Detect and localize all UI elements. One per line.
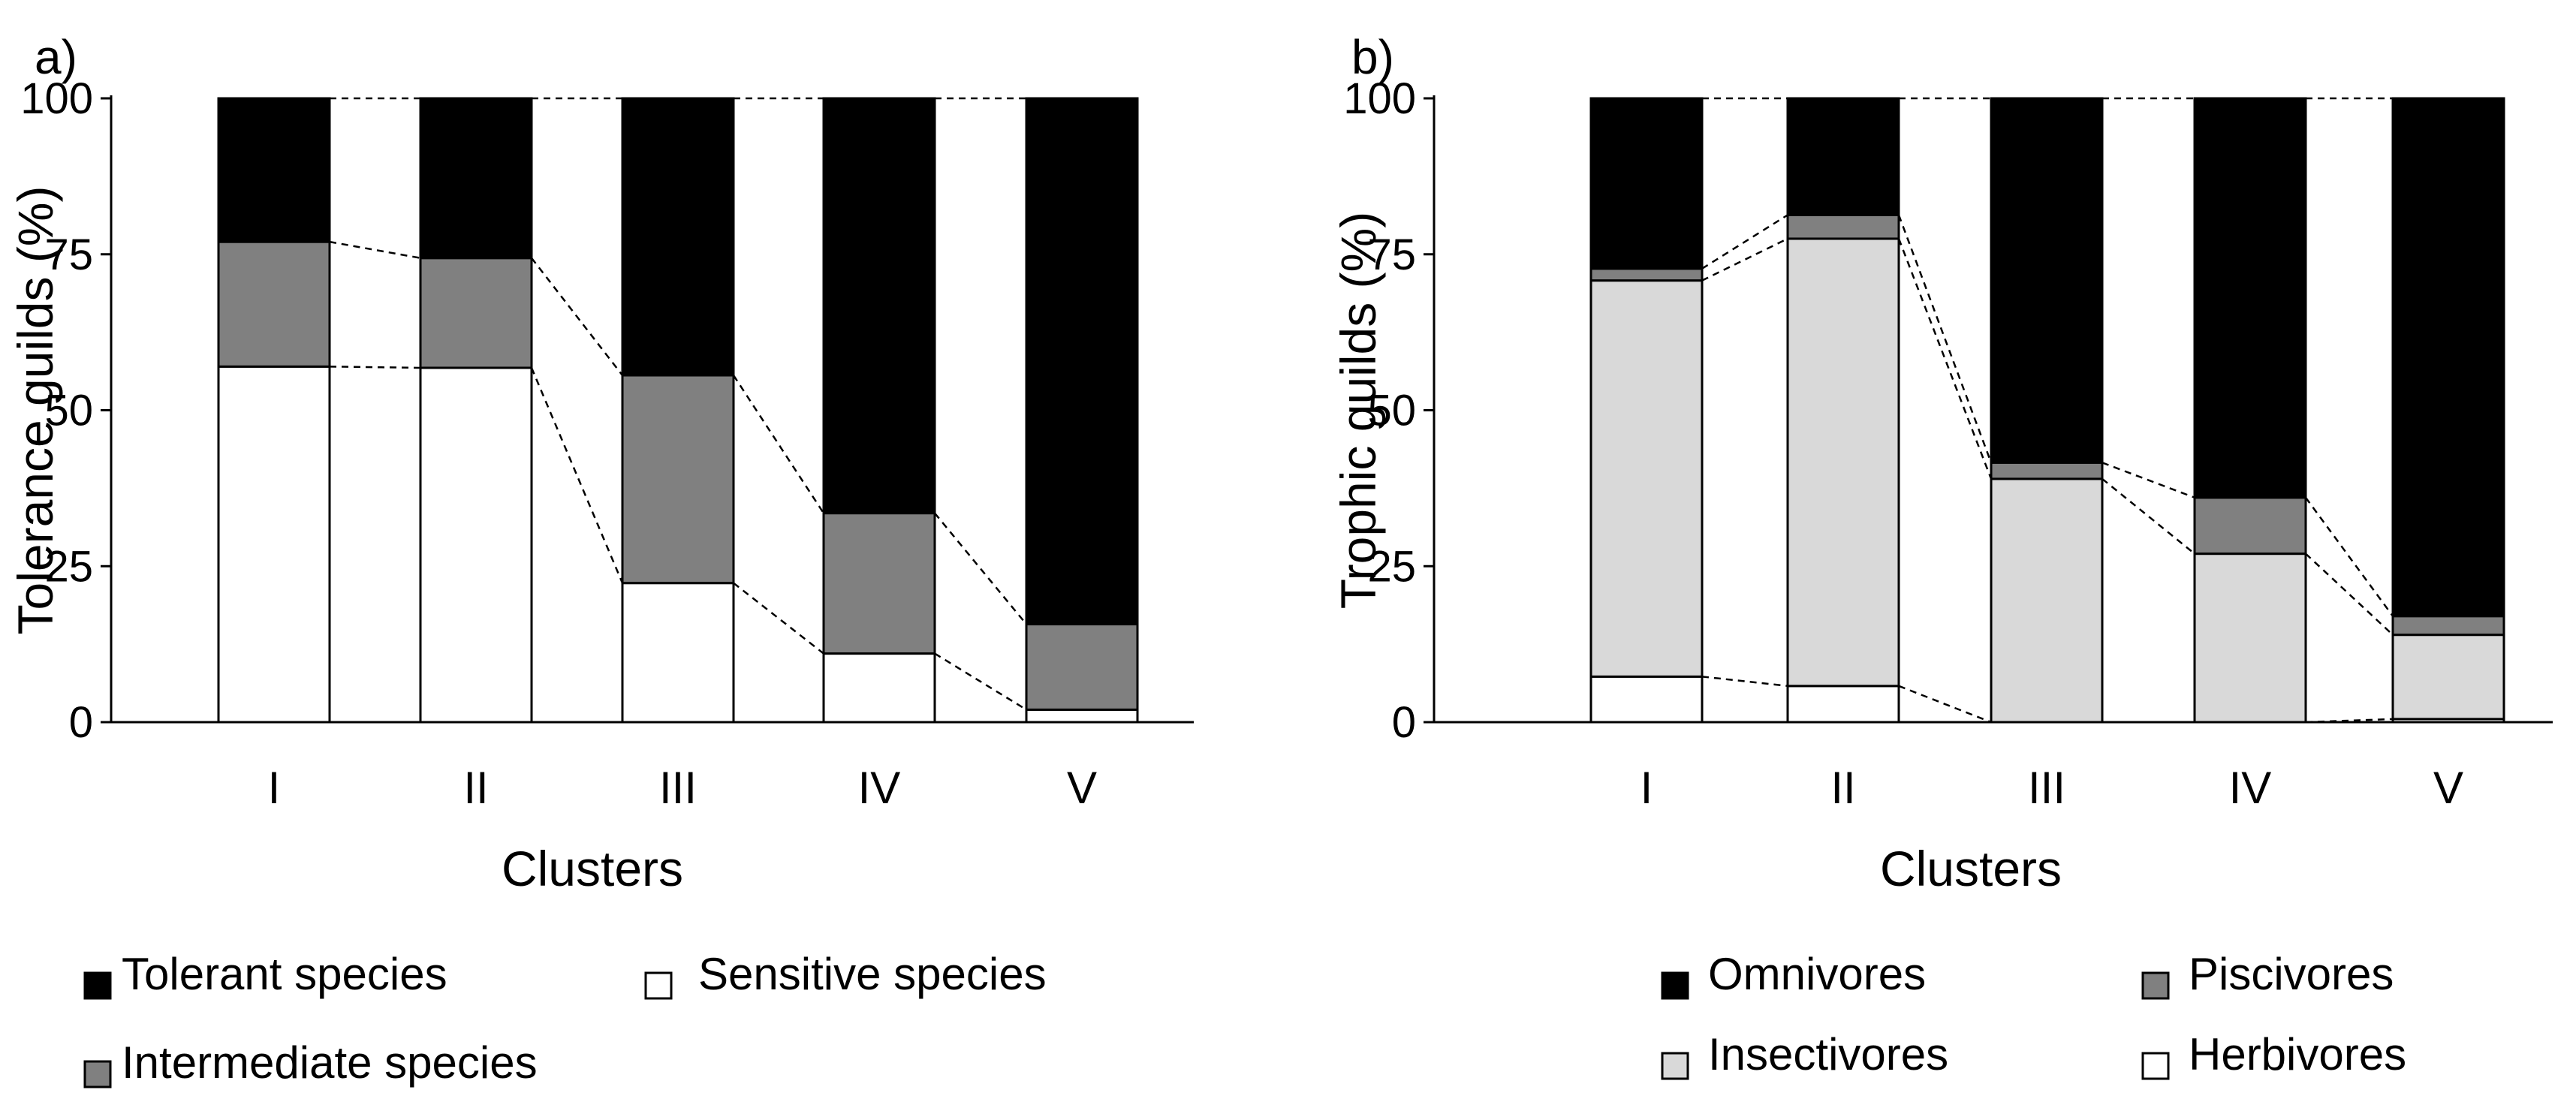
bar-segment bbox=[2391, 634, 2505, 721]
bar-segment bbox=[1990, 477, 2104, 724]
bar-segment bbox=[2391, 97, 2505, 618]
x-tick-label: I bbox=[1641, 763, 1653, 813]
legend-label: Intermediate species bbox=[122, 1037, 538, 1088]
bar-segment bbox=[1025, 623, 1139, 711]
connector-line bbox=[530, 367, 624, 584]
connector-line bbox=[2305, 718, 2394, 724]
legend-swatch bbox=[2141, 1052, 2170, 1080]
bar-segment bbox=[822, 97, 936, 515]
connector-line bbox=[329, 240, 421, 259]
legend-swatch bbox=[2141, 971, 2170, 1000]
connector-line bbox=[2305, 552, 2394, 636]
bar-segment bbox=[1025, 708, 1139, 724]
bar-segment bbox=[822, 512, 936, 655]
legend-label: Herbivores bbox=[2189, 1029, 2406, 1079]
bar-segment bbox=[621, 97, 735, 377]
x-axis-title: Clusters bbox=[1880, 841, 2062, 896]
y-tick-label: 0 bbox=[69, 698, 93, 747]
bar-segment bbox=[419, 97, 533, 260]
bar-segment bbox=[621, 374, 735, 585]
x-tick-label: IV bbox=[858, 763, 901, 813]
x-tick-label: II bbox=[463, 763, 488, 813]
bar-segment bbox=[1786, 237, 1900, 688]
x-tick-label: III bbox=[2028, 763, 2065, 813]
bar-segment bbox=[2193, 496, 2307, 555]
x-tick-label: V bbox=[2433, 763, 2463, 813]
legend-label: Insectivores bbox=[1708, 1029, 1948, 1079]
panel-label: a) bbox=[35, 30, 77, 84]
connector-line bbox=[1701, 237, 1788, 282]
connector-line bbox=[934, 652, 1027, 711]
bar-segment bbox=[1786, 685, 1900, 724]
connector-line bbox=[1898, 685, 1992, 724]
x-tick-label: III bbox=[659, 763, 697, 813]
y-tick-label: 100 bbox=[20, 74, 93, 123]
bar-segment bbox=[217, 240, 331, 368]
x-tick-label: II bbox=[1830, 763, 1855, 813]
connector-line bbox=[531, 257, 623, 376]
legend-swatch bbox=[1661, 971, 1689, 1000]
legend-label: Tolerant species bbox=[122, 949, 447, 999]
bar-segment bbox=[1589, 97, 1704, 270]
legend-swatch bbox=[644, 971, 673, 1000]
bar-segment bbox=[419, 366, 533, 724]
connector-line bbox=[2304, 497, 2394, 617]
connector-line bbox=[1897, 238, 1993, 480]
bar-segment bbox=[1990, 97, 2104, 464]
bar-segment bbox=[217, 365, 331, 724]
connector-line bbox=[2101, 477, 2195, 555]
bar-segment bbox=[1786, 213, 1900, 240]
y-tick-label: 25 bbox=[44, 542, 93, 591]
x-tick-label: V bbox=[1067, 763, 1097, 813]
y-axis-title: Tolerance guilds (%) bbox=[8, 186, 63, 635]
connector-line bbox=[733, 582, 824, 655]
connector-line bbox=[1701, 214, 1788, 269]
bar-segment bbox=[1589, 675, 1704, 724]
bar-segment bbox=[2193, 97, 2307, 499]
legend-swatch bbox=[83, 971, 112, 1000]
bar-segment bbox=[1786, 97, 1900, 216]
connector-line bbox=[1897, 214, 1993, 463]
bar-segment bbox=[1990, 461, 2104, 480]
y-tick-label: 50 bbox=[1367, 387, 1416, 435]
y-tick-label: 100 bbox=[1343, 74, 1416, 123]
connector-line bbox=[732, 375, 825, 514]
connector-line bbox=[934, 512, 1027, 625]
bar-segment bbox=[419, 257, 533, 369]
y-tick-label: 25 bbox=[1367, 542, 1416, 591]
bar-segment bbox=[2193, 552, 2307, 724]
y-axis-title: Trophic guilds (%) bbox=[1330, 212, 1386, 609]
y-tick-label: 50 bbox=[44, 387, 93, 435]
panel-label: b) bbox=[1351, 30, 1394, 84]
connector-line bbox=[1701, 676, 1788, 688]
x-axis-title: Clusters bbox=[502, 841, 683, 896]
legend-swatch bbox=[83, 1060, 112, 1088]
bar-segment bbox=[1589, 267, 1704, 282]
legend-label: Sensitive species bbox=[698, 949, 1047, 999]
y-tick-label: 75 bbox=[44, 230, 93, 279]
y-tick-label: 75 bbox=[1367, 230, 1416, 279]
x-tick-label: IV bbox=[2229, 763, 2272, 813]
connector-line bbox=[2101, 462, 2195, 499]
legend-swatch bbox=[1661, 1052, 1689, 1080]
bar-segment bbox=[1589, 279, 1704, 678]
bar-segment bbox=[822, 652, 936, 724]
bar-segment bbox=[217, 97, 331, 243]
bar-segment bbox=[621, 582, 735, 724]
bar-segment bbox=[1025, 97, 1139, 626]
bar-segment bbox=[2391, 615, 2505, 637]
legend-label: Piscivores bbox=[2189, 949, 2394, 999]
y-tick-label: 0 bbox=[1392, 698, 1416, 747]
x-tick-label: I bbox=[268, 763, 281, 813]
connector-line bbox=[329, 366, 421, 369]
legend-label: Omnivores bbox=[1708, 949, 1926, 999]
